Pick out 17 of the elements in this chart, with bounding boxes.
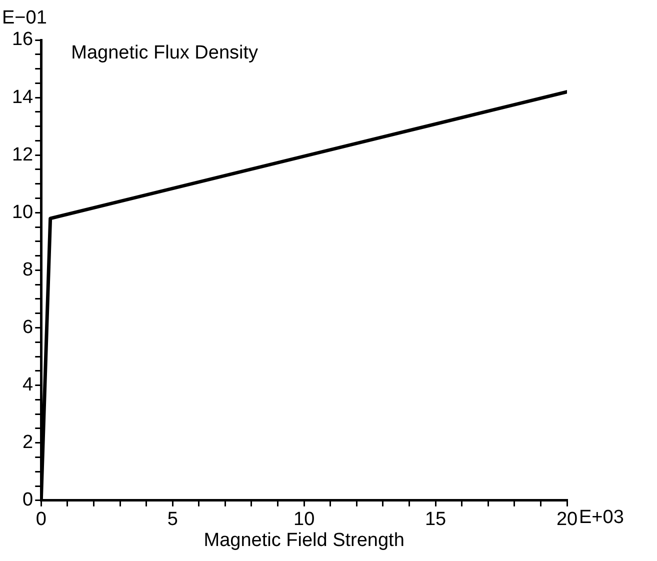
y-tick-label: 12 — [12, 144, 34, 166]
text: E−01 — [2, 8, 47, 29]
text: E+03 — [579, 507, 624, 528]
x-tick-label: 10 — [293, 509, 315, 530]
y-tick-label: 4 — [22, 374, 34, 396]
y-tick-label: 0 — [22, 490, 34, 511]
x-axis-title: Magnetic Field Strength — [204, 530, 404, 551]
x-tick-label: 20 — [556, 509, 578, 530]
x-tick-label: 5 — [167, 509, 178, 530]
y-tick-label: 10 — [12, 202, 34, 223]
y-tick-label: 8 — [22, 259, 34, 280]
y-tick-label: 14 — [12, 86, 34, 108]
y-tick-label: 16 — [12, 29, 34, 50]
y-tick-label: 2 — [22, 432, 34, 454]
y-tick-label: 6 — [22, 316, 34, 338]
y-axis-title: Magnetic Flux Density — [71, 42, 259, 64]
x-tick-label: 15 — [424, 509, 446, 530]
